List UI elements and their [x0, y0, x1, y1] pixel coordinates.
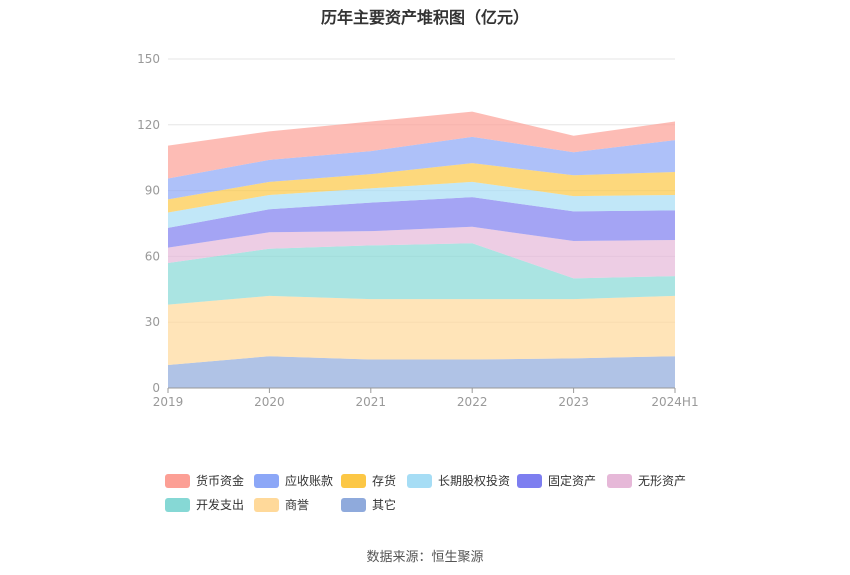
area-series-6 — [168, 163, 675, 213]
legend-item[interactable]: 应收账款 — [254, 472, 333, 489]
axis-layer: 0 30 60 90 120 150 2019 2020 2021 2022 2023 2024H1 — [137, 52, 699, 409]
x-tick-label: 2023 — [558, 395, 589, 409]
legend-label: 固定资产 — [548, 474, 597, 488]
legend-item[interactable]: 存货 — [341, 472, 396, 489]
data-source: 数据来源：恒生聚源 — [366, 550, 484, 565]
legend-swatch — [254, 497, 279, 512]
area-series-8 — [168, 111, 675, 179]
legend-item[interactable]: 货币资金 — [165, 472, 244, 489]
area-layer — [168, 111, 675, 388]
legend-swatch — [165, 473, 190, 488]
y-tick-label: 90 — [145, 184, 160, 198]
legend-swatch — [254, 473, 279, 488]
y-tick-label: 0 — [152, 381, 160, 395]
legend-item[interactable]: 商誉 — [254, 496, 309, 513]
legend-item[interactable]: 固定资产 — [517, 472, 596, 489]
area-series-7 — [168, 136, 675, 200]
area-series-3 — [168, 226, 675, 279]
x-tick-label: 2022 — [457, 395, 488, 409]
legend-label: 无形资产 — [638, 474, 687, 488]
y-tick-label: 30 — [145, 315, 160, 329]
legend-label: 货币资金 — [196, 474, 245, 488]
area-series-4 — [168, 197, 675, 248]
x-tick-label: 2024H1 — [651, 395, 698, 409]
legend-swatch — [517, 473, 542, 488]
y-tick-label: 60 — [145, 249, 160, 263]
area-series-1 — [168, 295, 675, 365]
legend-swatch — [341, 473, 366, 488]
legend-swatch — [341, 497, 366, 512]
legend-item[interactable]: 长期股权投资 — [407, 472, 510, 489]
legend-item[interactable]: 开发支出 — [165, 496, 244, 513]
y-tick-label: 150 — [137, 52, 160, 66]
x-tick-label: 2019 — [153, 395, 184, 409]
legend-item[interactable]: 其它 — [341, 496, 396, 513]
legend-label: 存货 — [372, 474, 397, 488]
legend-item[interactable]: 无形资产 — [607, 472, 686, 489]
legend-label: 其它 — [372, 498, 397, 512]
legend-label: 应收账款 — [285, 474, 334, 488]
legend-swatch — [407, 473, 432, 488]
legend-swatch — [165, 497, 190, 512]
legend-swatch — [607, 473, 632, 488]
legend-label: 开发支出 — [196, 498, 245, 512]
legend-label: 长期股权投资 — [438, 474, 511, 488]
area-series-0 — [168, 356, 675, 388]
legend-label: 商誉 — [285, 498, 310, 512]
chart-title: 历年主要资产堆积图（亿元） — [320, 8, 529, 27]
y-tick-label: 120 — [137, 118, 160, 132]
area-series-5 — [168, 181, 675, 228]
x-tick-label: 2021 — [356, 395, 387, 409]
area-series-2 — [168, 243, 675, 305]
x-tick-label: 2020 — [254, 395, 285, 409]
